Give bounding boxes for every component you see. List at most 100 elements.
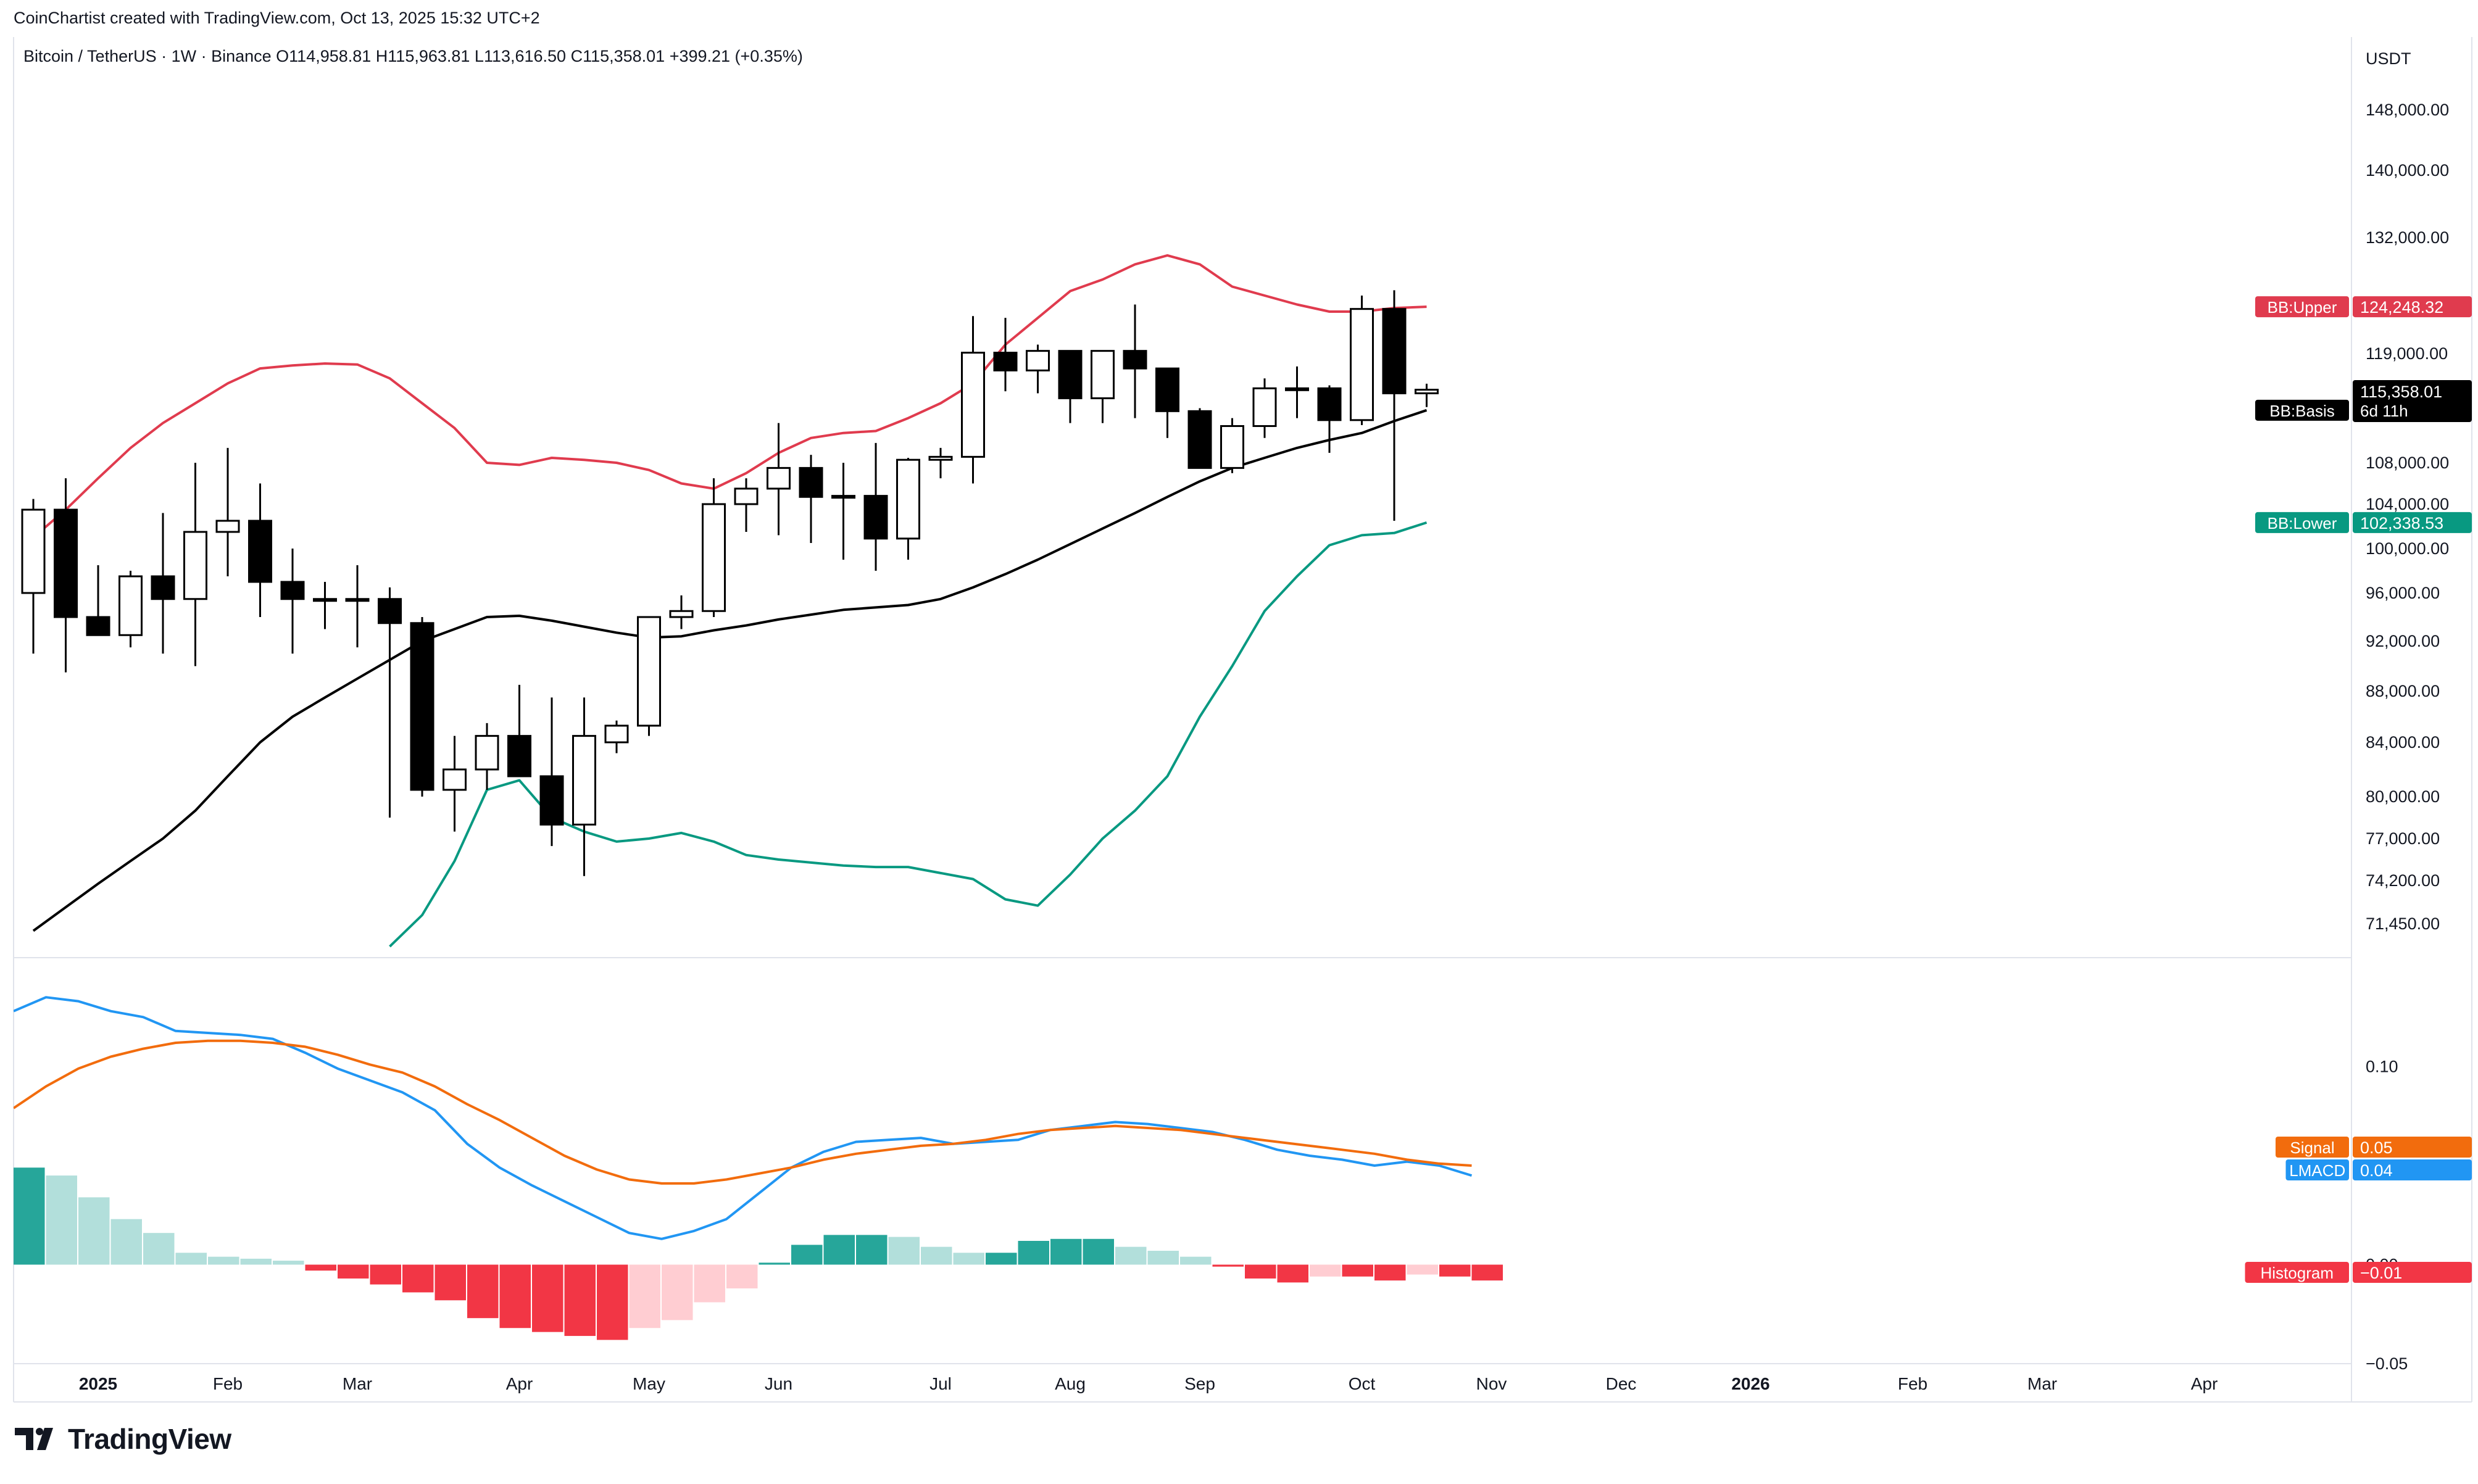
time-tick-label: Feb xyxy=(1898,1374,1927,1393)
candle xyxy=(1155,367,1179,438)
candle xyxy=(248,483,272,617)
histogram-bar xyxy=(1050,1238,1082,1265)
candle-body xyxy=(1123,350,1147,370)
price-tick-label: 132,000.00 xyxy=(2366,228,2449,247)
price-tick-label: 140,000.00 xyxy=(2366,161,2449,180)
candle-body xyxy=(1220,425,1244,469)
candle-body xyxy=(767,466,791,490)
badge-signal-value-box xyxy=(2353,1137,2472,1158)
candle-body xyxy=(1091,350,1115,399)
time-tick-label: Oct xyxy=(1349,1374,1376,1393)
time-tick-label: Jun xyxy=(765,1374,792,1393)
histogram-bar xyxy=(1180,1256,1212,1265)
candle-body xyxy=(539,775,564,826)
time-tick-label: Nov xyxy=(1476,1374,1507,1393)
histogram-bar xyxy=(46,1175,77,1265)
candle xyxy=(1187,408,1212,469)
badge-lmacd-value: 0.04 xyxy=(2360,1161,2393,1180)
time-tick-label: Apr xyxy=(506,1374,533,1393)
tradingview-brand[interactable]: TradingView xyxy=(15,1422,231,1456)
candle xyxy=(799,455,823,543)
badge-histogram-value-box xyxy=(2353,1262,2472,1283)
histogram-bar xyxy=(888,1237,920,1265)
histogram-bar xyxy=(1245,1264,1276,1279)
candle xyxy=(151,513,175,654)
histogram-bar xyxy=(1439,1264,1471,1277)
price-tick-label: 88,000.00 xyxy=(2366,682,2440,700)
histogram-bar xyxy=(1342,1264,1373,1277)
time-tick-label: Aug xyxy=(1055,1374,1086,1393)
tradingview-logo-icon xyxy=(15,1428,53,1450)
tradingview-wordmark: TradingView xyxy=(68,1423,231,1455)
candle-body xyxy=(896,458,920,540)
candle xyxy=(863,442,888,571)
axis-badges: BB:Upper124,248.32BB:Basis113,293.42BB:L… xyxy=(2245,296,2472,1283)
badge-histogram-tag xyxy=(2245,1262,2349,1283)
candle xyxy=(345,565,370,648)
badge-histogram: Histogram −0.01 xyxy=(2245,1262,2472,1283)
candle-body xyxy=(1155,367,1179,412)
candle xyxy=(1220,418,1244,473)
bb-lower-line xyxy=(389,521,1428,948)
chart-frame xyxy=(13,37,2472,1403)
macd-pane xyxy=(14,996,1503,1340)
time-tick-label: Sep xyxy=(1184,1374,1215,1393)
candle-body xyxy=(410,622,434,791)
badge-bb-lower-value-box xyxy=(2353,512,2472,533)
time-tick-label: 2025 xyxy=(79,1374,117,1393)
badge-bb-upper: BB:Upper 124,248.32 xyxy=(2255,296,2472,318)
badge-lmacd-label: LMACD xyxy=(2289,1161,2345,1180)
badge-signal-label: Signal xyxy=(2290,1138,2334,1157)
histogram-bar xyxy=(1147,1251,1179,1265)
histogram-bar xyxy=(662,1264,693,1320)
price-tick-label: 71,450.00 xyxy=(2366,914,2440,933)
histogram-bar xyxy=(338,1264,369,1279)
macd-tick-label: −0.05 xyxy=(2366,1354,2408,1373)
badge-lmacd-value-box xyxy=(2353,1159,2472,1180)
price-tick-label: 74,200.00 xyxy=(2366,871,2440,890)
badge-signal-tag xyxy=(2276,1137,2349,1158)
histogram-bar xyxy=(726,1264,758,1289)
badge-histogram-value: −0.01 xyxy=(2360,1264,2402,1282)
bb-basis-line xyxy=(32,408,1428,932)
candle-body xyxy=(215,520,240,533)
time-tick-label: Dec xyxy=(1606,1374,1637,1393)
candle xyxy=(669,595,694,629)
candle-body xyxy=(831,495,855,499)
price-tick-label: 119,000.00 xyxy=(2366,344,2448,363)
candle xyxy=(734,478,759,532)
candle xyxy=(961,316,985,484)
histogram-bar xyxy=(273,1261,304,1265)
price-tick-label: 92,000.00 xyxy=(2366,632,2440,650)
candle xyxy=(831,463,855,560)
badge-bb-upper-label: BB:Upper xyxy=(2268,298,2337,317)
candle xyxy=(1252,378,1277,438)
badge-bb-basis-tag xyxy=(2255,399,2349,421)
candle-body xyxy=(443,768,467,791)
candle-body xyxy=(313,598,337,602)
histogram-bar xyxy=(175,1253,207,1265)
price-tick-label: 148,000.00 xyxy=(2366,101,2449,119)
price-pane xyxy=(21,254,1439,948)
last-price-box xyxy=(2353,380,2472,422)
candle xyxy=(86,565,110,636)
candle xyxy=(1091,350,1115,423)
price-tick-label: 100,000.00 xyxy=(2366,539,2449,558)
candle xyxy=(183,463,207,666)
histogram-bar xyxy=(953,1253,984,1265)
candle xyxy=(604,720,629,753)
histogram-bar xyxy=(1083,1238,1114,1265)
price-tick-label: 77,000.00 xyxy=(2366,829,2440,848)
bb-upper-line xyxy=(32,254,1427,539)
histogram-bar xyxy=(402,1264,434,1293)
badge-signal: Signal 0.05 xyxy=(2276,1137,2472,1158)
time-tick-label: Mar xyxy=(343,1374,372,1393)
candle-body xyxy=(21,508,46,594)
histogram-bar xyxy=(499,1264,531,1329)
candle xyxy=(572,697,596,876)
candle-body xyxy=(993,352,1018,371)
candle xyxy=(1317,385,1342,453)
lmacd-line xyxy=(14,996,1473,1240)
badge-histogram-label: Histogram xyxy=(2261,1264,2334,1282)
